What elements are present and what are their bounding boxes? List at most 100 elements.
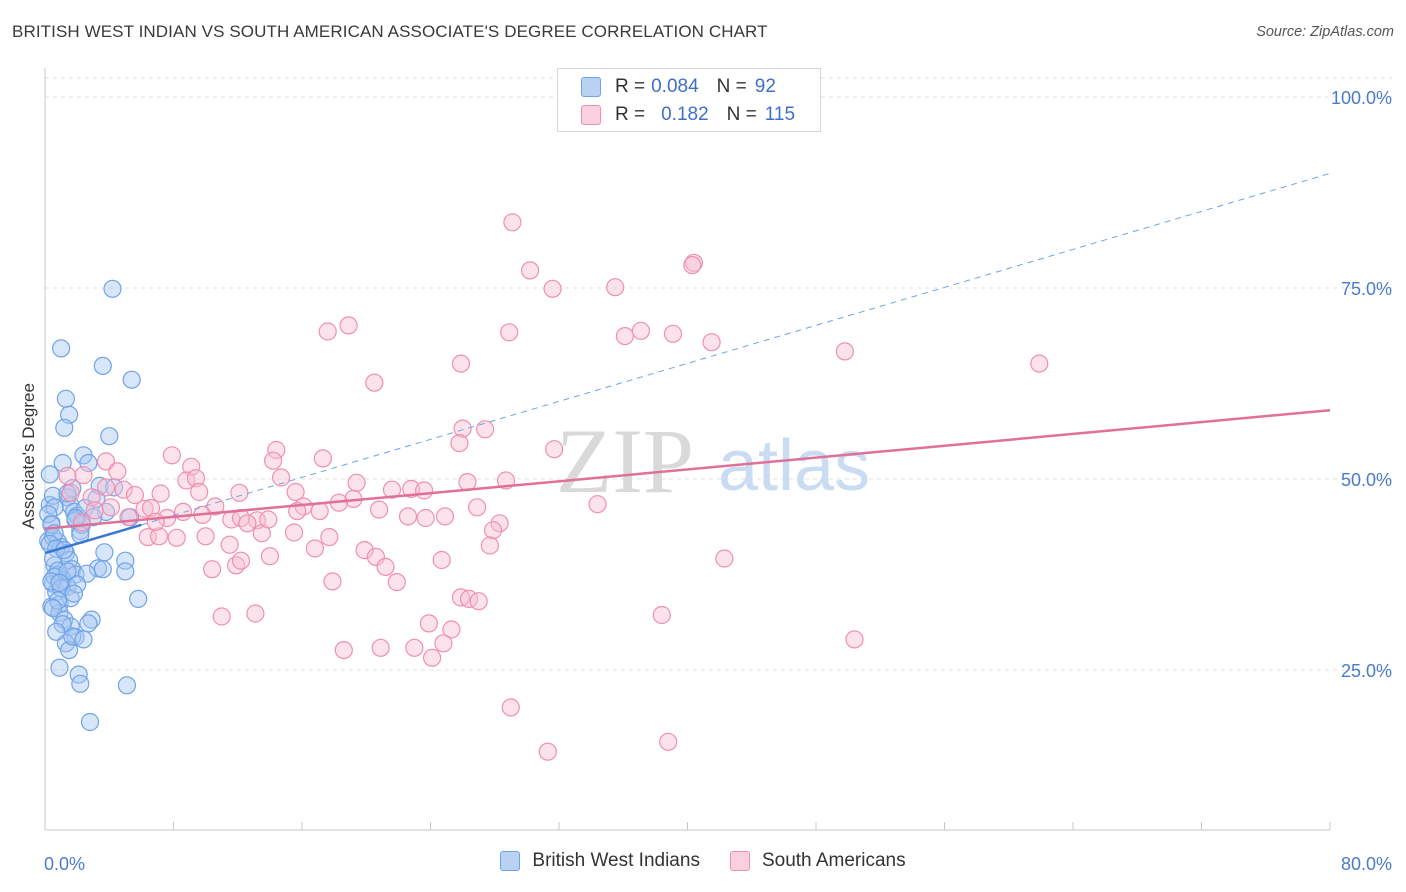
point-south-americans [480, 536, 499, 555]
point-south-americans [450, 434, 469, 453]
point-south-americans [264, 451, 283, 470]
legend-row-pink: R = 0.182 N = 115 [558, 101, 795, 129]
point-british-west-indians [50, 658, 69, 677]
legend-item-south-americans: South Americans [729, 850, 906, 872]
point-south-americans [366, 547, 385, 567]
y-tick-label: 75.0% [1341, 279, 1392, 299]
point-south-americans [96, 478, 116, 497]
point-south-americans [135, 499, 154, 518]
point-south-americans [146, 512, 165, 531]
point-british-west-indians [74, 630, 93, 649]
point-south-americans [272, 468, 291, 487]
point-south-americans [305, 539, 324, 558]
point-british-west-indians [95, 543, 114, 562]
point-south-americans [702, 333, 721, 352]
point-british-west-indians [100, 427, 119, 446]
point-south-americans [284, 523, 304, 542]
point-british-west-indians [59, 640, 79, 660]
legend-r-value: 0.084 [651, 76, 699, 97]
point-british-west-indians [40, 465, 59, 484]
point-south-americans [434, 634, 453, 653]
point-british-west-indians [93, 356, 112, 375]
point-south-americans [334, 640, 353, 660]
point-south-americans [382, 480, 402, 499]
legend-n-label: N = [716, 76, 747, 97]
point-south-americans [432, 550, 451, 570]
point-south-americans [405, 638, 424, 657]
point-british-west-indians [80, 712, 100, 732]
point-british-west-indians [117, 676, 137, 695]
point-south-americans [501, 698, 520, 717]
series-british-west-indians [39, 279, 148, 732]
point-south-americans [85, 501, 104, 520]
legend-swatch-blue [581, 77, 601, 97]
point-south-americans [631, 321, 651, 340]
point-south-americans [545, 440, 564, 459]
point-british-west-indians [43, 598, 63, 618]
axes [44, 68, 1331, 831]
point-south-americans [588, 495, 607, 514]
point-south-americans [423, 648, 442, 667]
point-south-americans [415, 481, 434, 500]
point-south-americans [468, 498, 487, 517]
point-south-americans [663, 324, 683, 343]
point-british-west-indians [56, 389, 76, 408]
legend-swatch-pink [581, 105, 601, 125]
point-british-west-indians [64, 584, 84, 603]
point-british-west-indians [55, 418, 74, 437]
point-south-americans [715, 549, 734, 568]
point-south-americans [151, 484, 170, 503]
point-south-americans [543, 279, 562, 298]
point-south-americans [203, 560, 222, 579]
point-south-americans [267, 440, 286, 460]
point-british-west-indians [122, 370, 141, 389]
source-label: Source: ZipAtlas.com [1256, 24, 1394, 40]
point-british-west-indians [53, 615, 72, 634]
point-south-americans [318, 322, 337, 341]
point-british-west-indians [45, 498, 64, 517]
point-south-americans [108, 462, 127, 481]
x-tick-labels: 0.0% 80.0% [44, 854, 1392, 874]
point-south-americans [74, 466, 93, 485]
point-south-americans [538, 742, 557, 761]
point-south-americans [416, 508, 435, 528]
point-south-americans [313, 449, 332, 468]
legend-swatch-blue [500, 851, 521, 871]
point-south-americans [162, 446, 181, 465]
point-british-west-indians [43, 486, 63, 505]
point-south-americans [260, 547, 279, 566]
point-south-americans [490, 514, 509, 533]
point-south-americans [186, 469, 206, 488]
point-south-americans [101, 498, 121, 517]
point-south-americans [119, 508, 138, 527]
point-british-west-indians [129, 589, 148, 609]
point-south-americans [1030, 354, 1049, 373]
point-south-americans [355, 540, 374, 560]
point-south-americans [320, 527, 339, 547]
point-south-americans [520, 261, 540, 280]
point-south-americans [190, 482, 209, 502]
legend-n-value: 92 [754, 76, 776, 97]
legend-label: British West Indians [532, 850, 700, 871]
point-south-americans [347, 473, 366, 492]
point-british-west-indians [79, 614, 98, 633]
y-tick-labels: 25.0% 50.0% 75.0% 100.0% [1331, 88, 1392, 681]
point-south-americans [182, 457, 201, 476]
legend-r-label: R = [615, 76, 646, 97]
point-south-americans [125, 485, 144, 505]
point-south-americans [500, 323, 519, 342]
legend-swatch-pink [729, 851, 750, 871]
point-south-americans [196, 527, 215, 546]
point-south-americans [323, 572, 342, 591]
watermark-atlas: atlas [718, 426, 870, 506]
point-south-americans [114, 480, 133, 499]
point-south-americans [845, 630, 864, 649]
point-south-americans [231, 551, 251, 570]
legend-stats: R = 0.084 N = 92 R = 0.182 N = 115 [557, 68, 821, 132]
point-south-americans [371, 638, 390, 657]
point-south-americans [174, 502, 193, 521]
y-axis-title: Associate's Degree [19, 383, 38, 529]
trend-line-blue-extended [141, 172, 1331, 526]
point-south-americans [370, 500, 389, 519]
